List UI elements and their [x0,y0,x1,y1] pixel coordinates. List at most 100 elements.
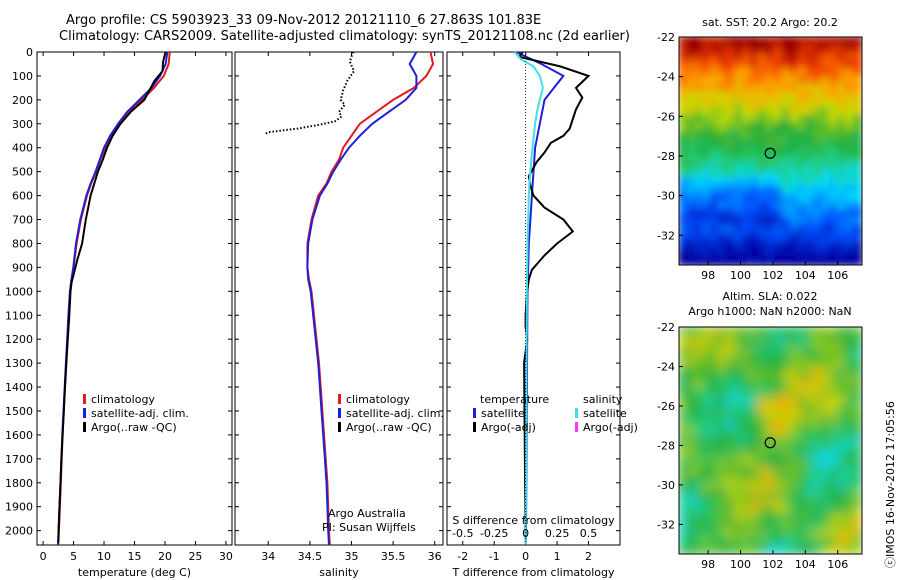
sla-map-cell [725,537,736,548]
sla-map-cell [757,451,768,461]
sst-map-cell [741,91,752,101]
sst-map-cell [686,91,696,101]
sst-map-cell [757,114,768,125]
sla-map-cell [837,513,848,524]
sla-map-cell [797,466,808,477]
sla-map-cell [813,427,824,438]
s-diff-tick-label: 0.5 [580,527,598,540]
sst-map-cell [757,51,768,62]
sst-map-cell [781,130,792,141]
sla-map-cell [757,388,768,399]
chart-title-line2: Climatology: CARS2009. Satellite-adjuste… [59,29,630,44]
sst-map-cell [805,91,816,101]
sst-map-cell [686,216,696,227]
sla-map-cell [789,349,800,360]
sst-map-cell [813,37,824,46]
sst-map-cell [853,138,862,149]
sst-map-cell [797,248,808,259]
sst-map-cell [725,185,736,196]
sst-map-cell [733,37,744,46]
sla-map-cell [813,459,824,469]
sst-map-cell [765,153,776,164]
diff-legend-title-temp: temperature [480,393,549,406]
sla-map-cell [709,506,720,516]
sla-map-cell [709,373,720,383]
sla-map-cell [725,427,736,438]
sst-map-cell [845,248,856,259]
sla-map-cell [717,365,728,375]
sla-map-cell [686,404,696,415]
sst-map-cell [679,75,688,86]
sla-map-cell [805,349,816,360]
sla-map-cell [733,427,744,438]
sla-map-field [679,327,862,554]
sst-map-cell [789,122,800,133]
sla-map-cell [709,341,720,352]
y-tick-label: 700 [12,214,33,227]
sla-map-cell [773,513,784,524]
sla-map-cell [845,427,856,438]
sla-map-cell [709,380,720,391]
sla-map-cell [741,396,752,407]
sla-map-cell [805,419,816,430]
sst-map-cell [853,122,862,133]
sla-map-cell [813,333,824,344]
sst-map-cell [679,209,688,219]
sst-map-cell [717,224,728,235]
sla-map-cell [717,396,728,407]
diff-legend-label: Argo(-adj) [481,421,536,434]
sla-map-cell [765,498,776,508]
sst-map-cell [701,153,712,164]
sst-map-cell [765,122,776,133]
sst-map-cell [821,169,832,180]
sla-map-cell [717,490,728,501]
sla-map-cell [821,482,832,493]
sst-map-cell [693,106,704,117]
sst-map-cell [821,37,832,46]
sst-map-cell [725,91,736,101]
sst-map-cell [765,75,776,86]
sla-map-cell [749,333,760,344]
temperature-x-tick-label: 15 [128,550,142,563]
sla-map-cell [765,419,776,430]
temp-legend-label: Argo(..raw -QC) [91,421,177,434]
sla-map-cell [717,513,728,524]
sst-map-cell [789,201,800,211]
sla-map-cell [837,506,848,516]
sst-map-cell [805,122,816,133]
sst-map-cell [693,193,704,204]
sst-map-cell [717,169,728,180]
sla-map-cell [701,529,712,540]
sla-map-cell [837,357,848,368]
sla-map-cell [773,333,784,344]
sst-map-cell [757,224,768,235]
salinity-x-tick-label: 36 [428,550,442,563]
sla-map-cell [853,521,862,532]
sst-map-cell [717,193,728,204]
sla-map-cell [821,349,832,360]
sst-map-cell [797,146,808,156]
sst-map-cell [837,43,848,54]
sst-map-cell [821,216,832,227]
sla-map-cell [773,482,784,493]
sla-map-cell [813,388,824,399]
sla-map-cell [789,333,800,344]
sst-map-cell [845,161,856,172]
sst-map-cell [757,138,768,149]
sla-map-cell [773,521,784,532]
sst-map-cell [829,177,840,188]
sst-map-cell [821,91,832,101]
sla-map-cell [717,435,728,446]
sst-map-cell [813,256,824,265]
sst-map-cell [813,169,824,180]
sla-map-cell [845,357,856,368]
sla-map-cell [679,373,688,383]
sal-legend-label: satellite-adj. clim. [346,407,444,420]
sst-map-cell [773,201,784,211]
sla-map-cell [821,419,832,430]
sst-map-cell [781,201,792,211]
sst-map-cell [749,51,760,62]
sst-map-cell [701,43,712,54]
sla-map-cell [693,427,704,438]
sla-map-cell [741,506,752,516]
